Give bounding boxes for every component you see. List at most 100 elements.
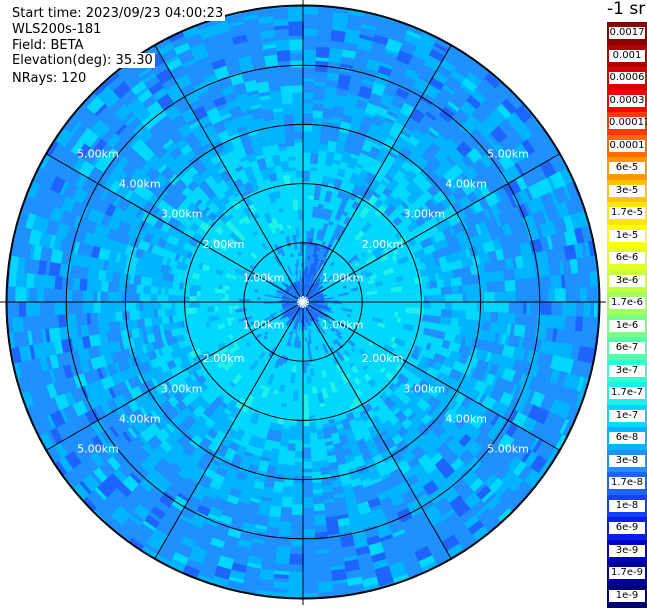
radar-gate-cell xyxy=(385,302,389,307)
radar-gate-cell xyxy=(333,597,351,607)
radar-gate-cell xyxy=(207,297,211,302)
radar-gate-cell xyxy=(555,288,566,303)
radar-gate-cell xyxy=(305,337,307,341)
radar-gate-cell xyxy=(600,270,605,287)
radar-gate-cell xyxy=(427,295,438,303)
radar-gate-cell xyxy=(417,302,421,309)
radar-gate-cell xyxy=(406,302,417,308)
radar-gate-cell xyxy=(287,582,303,594)
radar-gate-cell xyxy=(311,472,322,484)
radar-gate-cell xyxy=(420,302,424,309)
radar-gate-cell xyxy=(405,290,413,297)
radar-gate-cell xyxy=(548,289,556,303)
radar-gate-cell xyxy=(314,92,326,100)
radar-gate-cell xyxy=(254,600,271,606)
radar-gate-cell xyxy=(303,131,313,142)
radar-gate-cell xyxy=(480,283,488,294)
radar-gate-cell xyxy=(26,301,34,316)
radar-gate-cell xyxy=(313,103,324,111)
radar-gate-cell xyxy=(175,302,179,309)
radar-gate-cell xyxy=(82,301,93,313)
radar-gate-cell xyxy=(82,290,90,302)
radar-gate-cell xyxy=(381,302,385,307)
radar-gate-cell xyxy=(303,416,310,427)
radar-gate-cell xyxy=(594,365,602,382)
radar-gate-cell xyxy=(409,296,420,303)
radar-gate-cell xyxy=(139,302,143,311)
radar-gate-cell xyxy=(497,312,505,324)
radar-gate-cell xyxy=(164,22,181,33)
radar-gate-cell xyxy=(291,504,303,515)
radar-gate-cell xyxy=(280,507,292,515)
radar-gate-cell xyxy=(445,302,453,310)
radar-gate-cell xyxy=(516,290,527,302)
radar-gate-cell xyxy=(207,306,215,312)
radar-gate-cell xyxy=(303,220,308,224)
radar-gate-cell xyxy=(303,103,314,114)
radar-gate-cell xyxy=(308,404,315,416)
radar-gate-cell xyxy=(302,522,315,530)
radar-gate-cell xyxy=(564,316,576,332)
radar-gate-cell xyxy=(287,443,296,451)
radar-gate-cell xyxy=(125,302,136,312)
radar-gate-cell xyxy=(297,408,304,419)
radar-gate-cell xyxy=(125,292,133,302)
radar-gate-cell xyxy=(439,564,456,575)
radar-gate-cell xyxy=(502,302,510,313)
radar-gate-cell xyxy=(284,468,294,480)
radar-gate-cell xyxy=(303,170,310,181)
radar-gate-cell xyxy=(303,92,315,100)
radar-gate-cell xyxy=(276,546,291,558)
radar-gate-cell xyxy=(189,296,197,302)
radar-gate-cell xyxy=(299,369,303,373)
radar-gate-cell xyxy=(295,440,303,451)
radar-gate-cell xyxy=(550,275,562,290)
radar-gate-cell xyxy=(283,479,294,487)
radar-gate-cell xyxy=(0,253,5,270)
radar-gate-cell xyxy=(98,322,110,335)
radar-gate-cell xyxy=(318,11,335,23)
radar-gate-cell xyxy=(455,310,467,320)
radar-gate-cell xyxy=(1,285,5,302)
radar-gate-cell xyxy=(298,384,303,392)
radar-gate-cell xyxy=(278,528,291,537)
radar-gate-cell xyxy=(438,295,446,303)
radar-gate-cell xyxy=(317,581,334,593)
radar-gate-cell xyxy=(312,117,323,125)
radar-gate-cell xyxy=(314,514,327,526)
radar-gate-cell xyxy=(484,302,492,312)
radar-gate-cell xyxy=(298,394,303,398)
radar-gate-cell xyxy=(107,291,118,302)
radar-gate-cell xyxy=(303,163,311,171)
radar-gate-cell xyxy=(388,302,396,307)
radar-gate-cell xyxy=(303,437,311,445)
radar-gate-cell xyxy=(40,274,52,289)
radar-gate-cell xyxy=(302,536,315,544)
radar-gate-cell xyxy=(311,461,321,473)
radar-gate-cell xyxy=(302,479,312,487)
radar-gate-cell xyxy=(480,311,492,322)
radar-gate-cell xyxy=(0,333,5,350)
radar-gate-cell xyxy=(178,295,189,302)
radar-gate-cell xyxy=(522,278,534,291)
radar-gate-cell xyxy=(315,539,329,551)
radar-gate-cell xyxy=(288,572,304,584)
radar-gate-cell xyxy=(579,178,589,195)
radar-gate-cell xyxy=(424,302,432,309)
radar-gate-cell xyxy=(288,554,303,565)
radar-gate-cell xyxy=(118,282,126,293)
radar-gate-cell xyxy=(302,554,316,562)
radar-gate-cell xyxy=(307,383,312,391)
radar-gate-cell xyxy=(516,302,524,314)
radar-gate-cell xyxy=(168,295,179,303)
radar-gate-cell xyxy=(543,276,552,290)
radar-gate-cell xyxy=(302,593,319,601)
radar-gate-cell xyxy=(380,589,397,598)
radar-gate-cell xyxy=(5,316,14,333)
radar-gate-cell xyxy=(208,589,225,598)
radar-gate-cell xyxy=(314,407,321,415)
radar-gate-cell xyxy=(297,398,303,406)
radar-gate-cell xyxy=(440,30,457,42)
radar-gate-cell xyxy=(289,426,297,434)
